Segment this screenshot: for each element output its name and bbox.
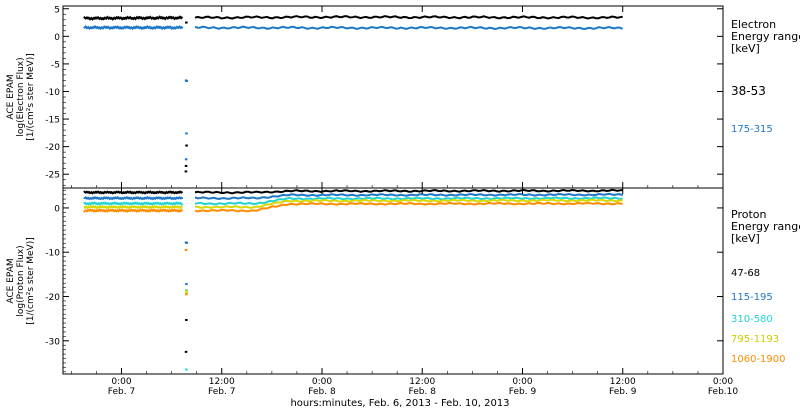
proton-gap-data-point — [185, 283, 188, 286]
x-tick-time-label: 12:00 — [409, 377, 435, 387]
electron-y-tick-label: -20 — [45, 143, 60, 153]
electron-gap-data-point — [185, 132, 188, 135]
electron-y-tick-label: -5 — [51, 60, 60, 70]
proton-flux-panel: 0 -10 -20 -30 ACE EPAM log(Proton Flux) [1/(cm… — [6, 187, 800, 375]
electron-legend-entry: 175-315 — [731, 124, 773, 135]
x-tick-date-label: Feb. 8 — [308, 387, 336, 397]
electron-legend-entry: 38-53 — [731, 84, 766, 98]
electron-series-line — [194, 25, 624, 31]
proton-series-line — [83, 208, 184, 214]
proton-gap-data-point — [185, 293, 188, 296]
electron-plot-frame — [62, 5, 724, 189]
proton-legend-entry: 795-1193 — [731, 334, 779, 345]
proton-legend-entry: 310-580 — [731, 314, 773, 325]
electron-y-axis-title-line: [1/(cm²s ster MeV)] — [26, 53, 36, 140]
proton-y-tick-label: -20 — [45, 293, 60, 303]
x-tick-time-label: 12:00 — [610, 377, 636, 387]
electron-series-line — [83, 24, 184, 31]
electron-legend-title-line: Energy ranges — [731, 30, 800, 43]
x-tick-time-label: 12:00 — [209, 377, 235, 387]
x-tick-time-label: 0:00 — [312, 377, 332, 387]
x-tick-date-label: Feb. 8 — [409, 387, 437, 397]
x-tick-date-label: Feb.10 — [708, 387, 739, 397]
electron-gap-data-point — [185, 80, 189, 83]
x-tick-date-label: Feb. 7 — [108, 387, 135, 397]
electron-gap-data-point — [185, 144, 188, 147]
proton-gap-data-point — [185, 291, 188, 294]
x-tick-date-label: Feb. 9 — [509, 387, 537, 397]
proton-legend-title-line: Proton — [731, 208, 766, 221]
x-tick-date-label: Feb. 9 — [609, 387, 637, 397]
proton-series-line — [194, 201, 623, 213]
proton-series-line — [83, 204, 183, 210]
proton-gap-data-point — [185, 318, 188, 321]
proton-legend-entry: 47-68 — [731, 268, 760, 279]
proton-series-line — [83, 201, 184, 206]
proton-gap-data-point — [184, 350, 188, 353]
proton-y-tick-label: -10 — [45, 249, 60, 259]
electron-gap-data-point — [185, 21, 188, 24]
proton-series-line — [194, 196, 623, 206]
proton-gap-data-point — [184, 249, 188, 251]
electron-gap-data-point — [184, 158, 188, 161]
proton-legend-title-line: Energy ranges — [731, 220, 800, 233]
proton-gap-data-point — [184, 290, 188, 293]
proton-legend-entry: 1060-1900 — [731, 354, 786, 365]
electron-y-axis-title-line: ACE EPAM — [6, 74, 16, 119]
electron-legend-title-line: [keV] — [731, 42, 760, 55]
electron-y-axis-title-line: log(Electron Flux) — [16, 57, 26, 136]
proton-gap-data-point — [184, 368, 188, 371]
proton-gap-data-point — [185, 241, 189, 244]
x-tick-time-label: 0:00 — [512, 377, 532, 387]
proton-y-tick-label: -30 — [45, 337, 60, 347]
electron-series-line — [194, 15, 623, 20]
proton-series-line — [194, 192, 624, 201]
proton-y-axis-title-line: log(Proton Flux) — [16, 245, 26, 316]
x-tick-date-label: Feb. 7 — [208, 387, 235, 397]
electron-y-tick-label: 5 — [54, 5, 60, 15]
electron-flux-panel: 5 0 -5 -10 -15 -20 -25 ACE EPAM log(Electron Flu… — [6, 5, 800, 189]
proton-legend-title-line: [keV] — [731, 232, 760, 245]
proton-series-line — [194, 188, 623, 195]
electron-y-tick-label: -10 — [45, 88, 60, 98]
x-axis-label: hours:minutes, Feb. 6, 2013 - Feb. 10, 2… — [290, 398, 509, 409]
proton-legend-entry: 115-195 — [731, 292, 773, 303]
proton-y-axis-title-line: [1/(cm²s ster MeV)] — [26, 237, 36, 324]
proton-y-tick-label: 0 — [54, 204, 60, 214]
electron-y-tick-label: -15 — [45, 116, 60, 126]
electron-y-tick-label: -25 — [45, 171, 60, 181]
proton-series-line — [195, 198, 623, 209]
proton-y-axis-title-line: ACE EPAM — [6, 258, 16, 303]
electron-y-tick-label: 0 — [54, 33, 60, 43]
electron-series-line — [83, 15, 184, 21]
proton-series-line — [83, 190, 184, 195]
electron-gap-data-point — [184, 170, 188, 173]
x-tick-time-label: 0:00 — [713, 377, 733, 387]
electron-gap-data-point — [184, 164, 188, 167]
x-tick-time-label: 0:00 — [111, 377, 131, 387]
electron-legend-title-line: Electron — [731, 18, 776, 31]
proton-series-line — [83, 195, 184, 201]
proton-plot-frame — [62, 187, 724, 375]
